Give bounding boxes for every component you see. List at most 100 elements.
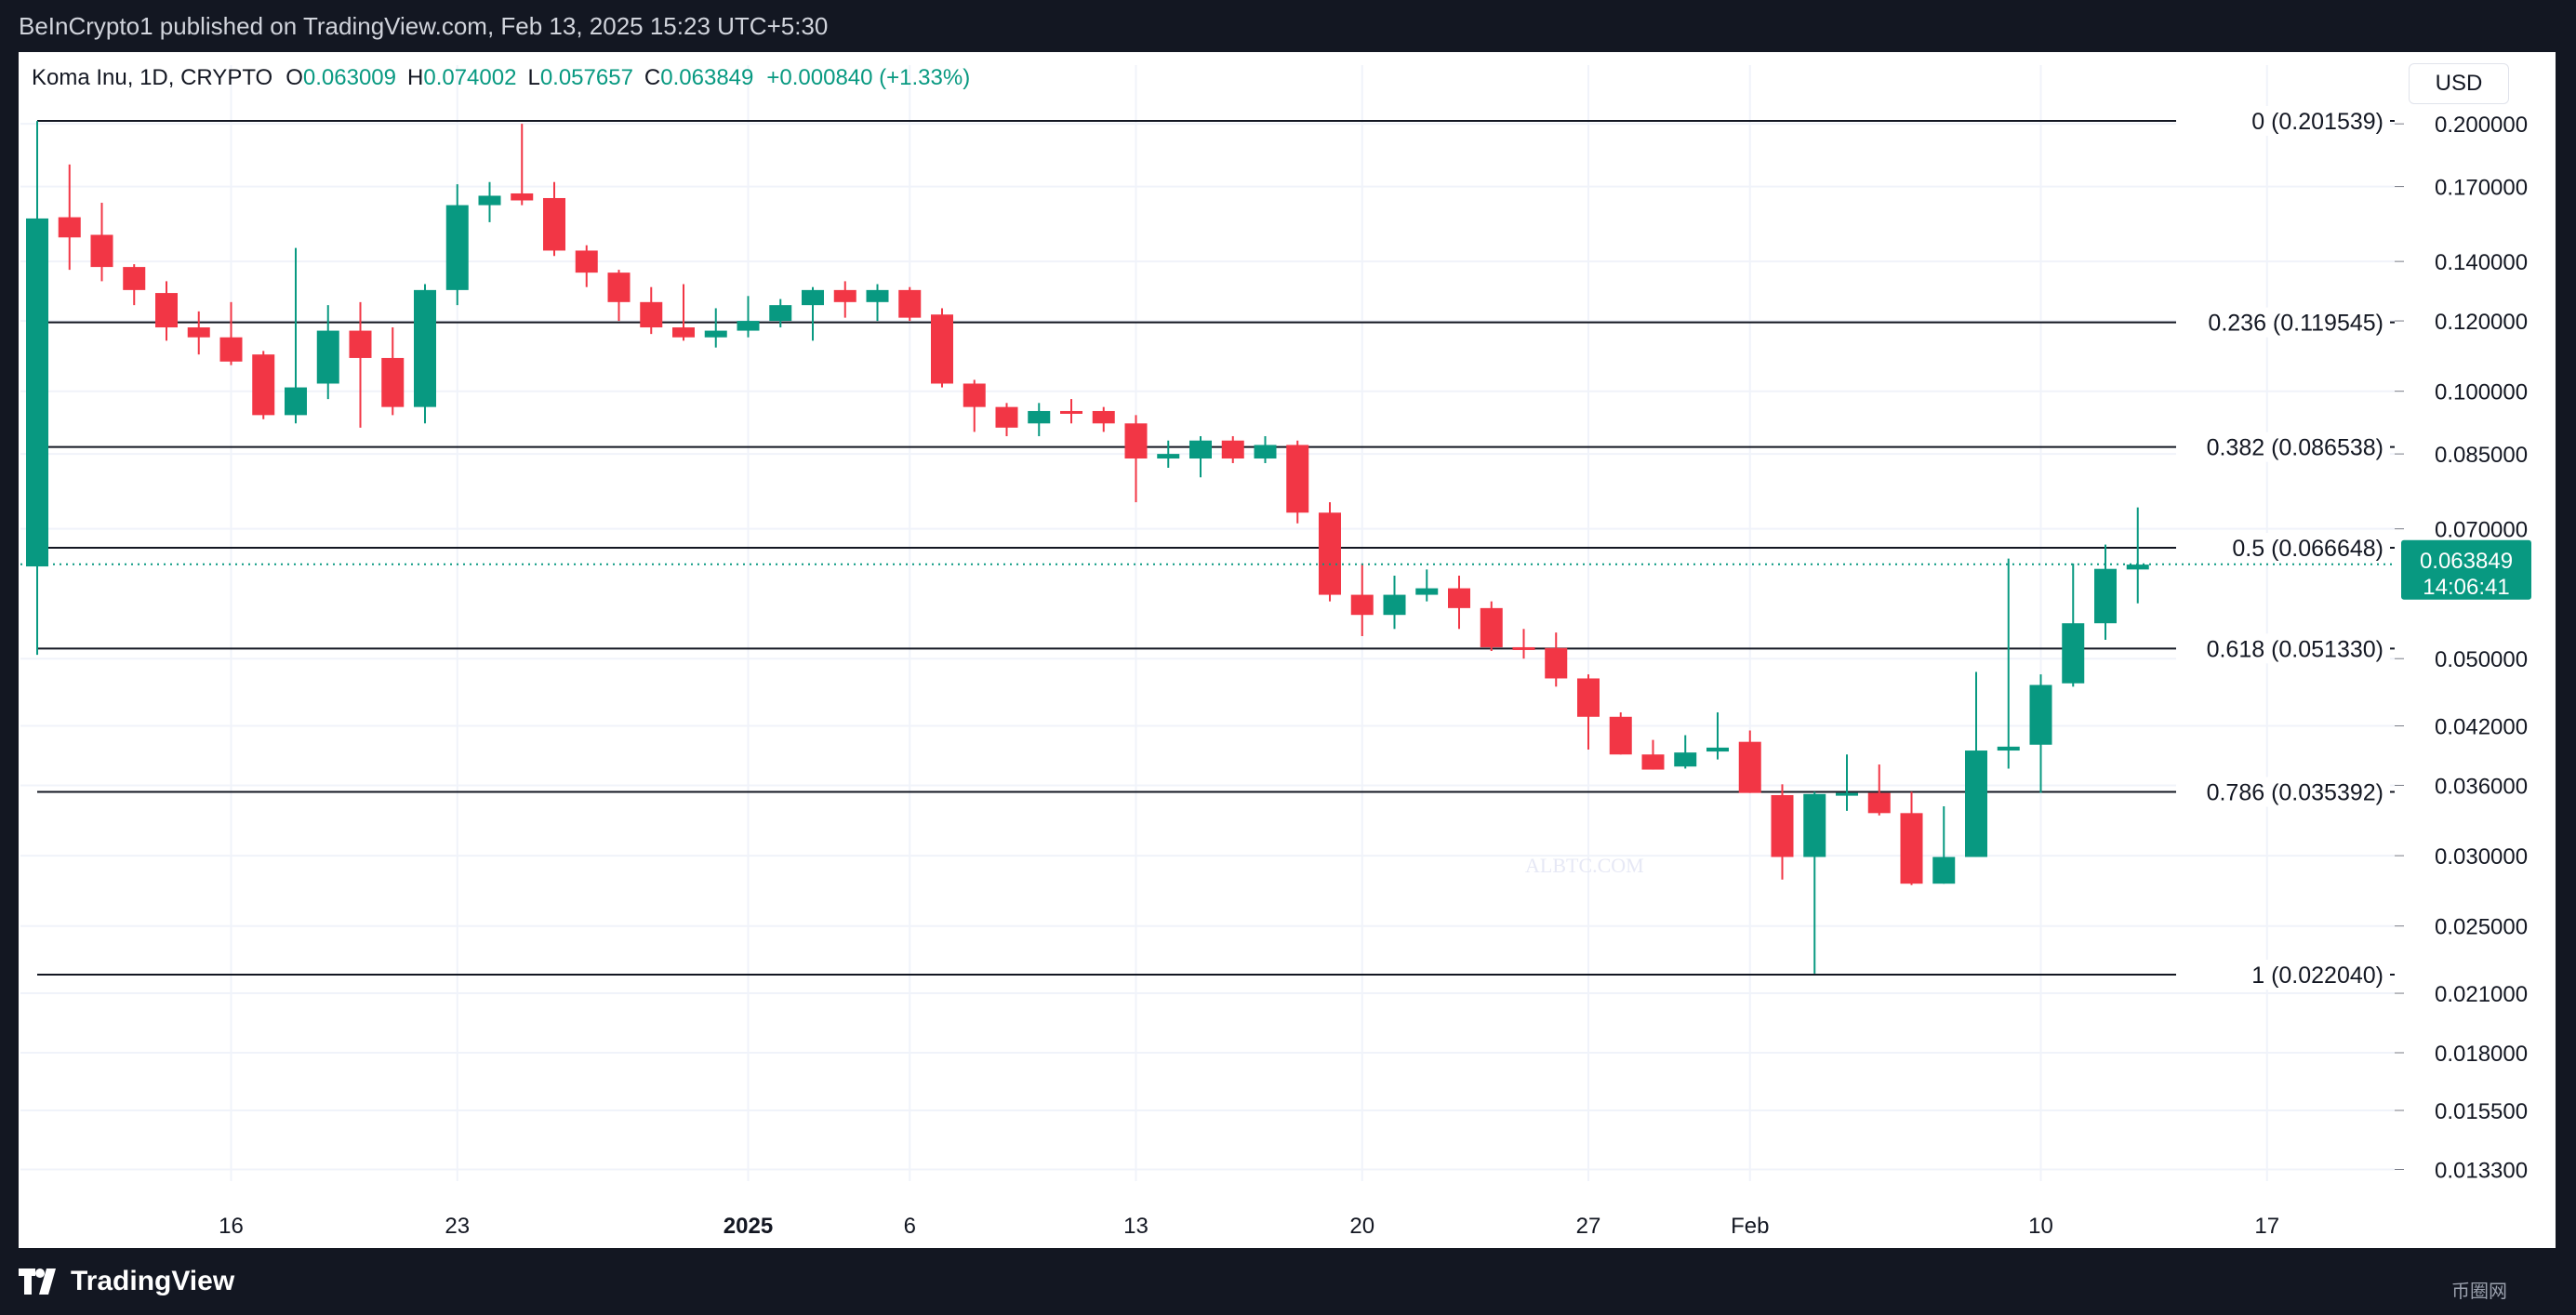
y-tick-label: 0.085000 <box>2435 443 2528 468</box>
candle-up <box>1383 594 1406 616</box>
candle-up <box>1189 440 1212 459</box>
y-tick-label: 0.050000 <box>2435 647 2528 672</box>
fib-level-label: 0.236 (0.119545) <box>2208 311 2383 337</box>
candle-down <box>607 272 631 302</box>
legend-open-value: 0.063009 <box>302 65 396 90</box>
current-price-label: 0.063849 <box>2420 549 2513 574</box>
legend-symbol: Koma Inu, 1D, CRYPTO <box>32 65 273 90</box>
candle-down <box>1577 678 1600 717</box>
candle-down <box>90 234 113 268</box>
fib-level-label: 0 (0.201539) <box>2251 109 2383 135</box>
candle-up <box>2094 568 2117 624</box>
y-tick-label: 0.200000 <box>2435 113 2528 138</box>
fib-label-bg <box>2176 106 2390 136</box>
candle-up <box>1997 746 2020 751</box>
candle-up <box>414 289 436 407</box>
candle-down <box>1124 423 1148 459</box>
candle-up <box>1415 588 1439 595</box>
legend-low-label: L <box>527 65 540 90</box>
x-tick-label: 6 <box>904 1214 916 1239</box>
candle-down <box>672 327 695 338</box>
y-tick-label: 0.070000 <box>2435 518 2528 543</box>
candle-down <box>575 250 598 273</box>
fib-level-label: 0.786 (0.035392) <box>2207 780 2383 806</box>
x-tick-label: Feb <box>1731 1214 1769 1239</box>
x-tick-label: 20 <box>1349 1214 1374 1239</box>
publish-header: BeInCrypto1 published on TradingView.com… <box>0 0 2576 52</box>
candle-up <box>285 387 307 416</box>
fib-label-bg <box>2176 777 2390 807</box>
y-tick-label: 0.013300 <box>2435 1159 2528 1184</box>
candle-down <box>1480 607 1503 647</box>
candle-up <box>26 218 48 567</box>
y-tick-label: 0.042000 <box>2435 715 2528 740</box>
candle-up <box>866 289 889 302</box>
candle-up <box>1965 750 1987 857</box>
candle-down <box>1771 794 1794 857</box>
candle-down <box>58 217 81 238</box>
legend-high-value: 0.074002 <box>423 65 517 90</box>
currency-button[interactable]: USD <box>2409 63 2509 104</box>
legend-close-value: 0.063849 <box>660 65 754 90</box>
candle-down <box>349 330 372 358</box>
x-tick-label: 23 <box>445 1214 470 1239</box>
candle-down <box>1060 410 1082 414</box>
candle-up <box>1706 747 1729 752</box>
fib-label-bg <box>2176 307 2390 338</box>
candle-up <box>1803 793 1826 857</box>
current-price-badge <box>2401 539 2531 600</box>
candle-up <box>1028 410 1051 424</box>
candle-down <box>1319 512 1341 595</box>
candle-down <box>381 357 405 407</box>
candle-down <box>1286 445 1309 513</box>
symbol-legend: Koma Inu, 1D, CRYPTO O 0.063009 H 0.0740… <box>32 65 970 91</box>
tradingview-logo[interactable]: TradingView <box>19 1265 234 1298</box>
candle-down <box>1512 646 1535 650</box>
x-tick-label: 10 <box>2028 1214 2053 1239</box>
fib-level-label: 0.618 (0.051330) <box>2207 636 2383 662</box>
y-tick-label: 0.015500 <box>2435 1099 2528 1124</box>
legend-open-label: O <box>285 65 303 90</box>
published-text: BeInCrypto1 published on TradingView.com… <box>19 12 829 40</box>
y-tick-label: 0.021000 <box>2435 982 2528 1007</box>
candle-down <box>1609 716 1632 755</box>
tradingview-brand: TradingView <box>71 1266 235 1296</box>
candle-down <box>1350 594 1374 616</box>
legend-high-label: H <box>407 65 424 90</box>
legend-change: +0.000840 (+1.33%) <box>766 65 971 90</box>
y-tick-label: 0.100000 <box>2435 380 2528 405</box>
tradingview-logo-icon <box>19 1269 61 1295</box>
candle-up <box>1157 454 1180 459</box>
y-tick-label: 0.120000 <box>2435 310 2528 335</box>
candle-up <box>1932 857 1956 884</box>
candle-down <box>155 293 178 328</box>
chart-panel[interactable] <box>19 52 2556 1248</box>
candle-up <box>1254 445 1277 459</box>
x-tick-label: 16 <box>219 1214 244 1239</box>
candle-down <box>1867 792 1891 814</box>
candle-down <box>898 289 922 318</box>
candle-down <box>963 383 986 407</box>
footer-bar: TradingView 币圈网 <box>0 1248 2576 1315</box>
legend-close-label: C <box>644 65 661 90</box>
candle-down <box>511 193 534 201</box>
candle-up <box>316 330 339 384</box>
y-tick-label: 0.036000 <box>2435 774 2528 799</box>
candle-down <box>1448 588 1470 608</box>
candle-up <box>1836 792 1858 796</box>
y-tick-label: 0.025000 <box>2435 915 2528 940</box>
watermark: ALBTC.COM <box>1525 854 1644 877</box>
fib-level-label: 0.382 (0.086538) <box>2207 435 2383 461</box>
x-tick-label: 27 <box>1576 1214 1601 1239</box>
candle-down <box>1900 813 1923 884</box>
candle-down <box>995 406 1018 428</box>
candle-up <box>737 321 760 331</box>
candle-up <box>769 305 792 322</box>
candle-down <box>123 267 146 290</box>
candle-up <box>1674 752 1697 767</box>
candle-down <box>1738 741 1761 793</box>
y-tick-label: 0.030000 <box>2435 844 2528 870</box>
price-countdown: 14:06:41 <box>2423 575 2509 600</box>
candle-up <box>802 289 824 306</box>
